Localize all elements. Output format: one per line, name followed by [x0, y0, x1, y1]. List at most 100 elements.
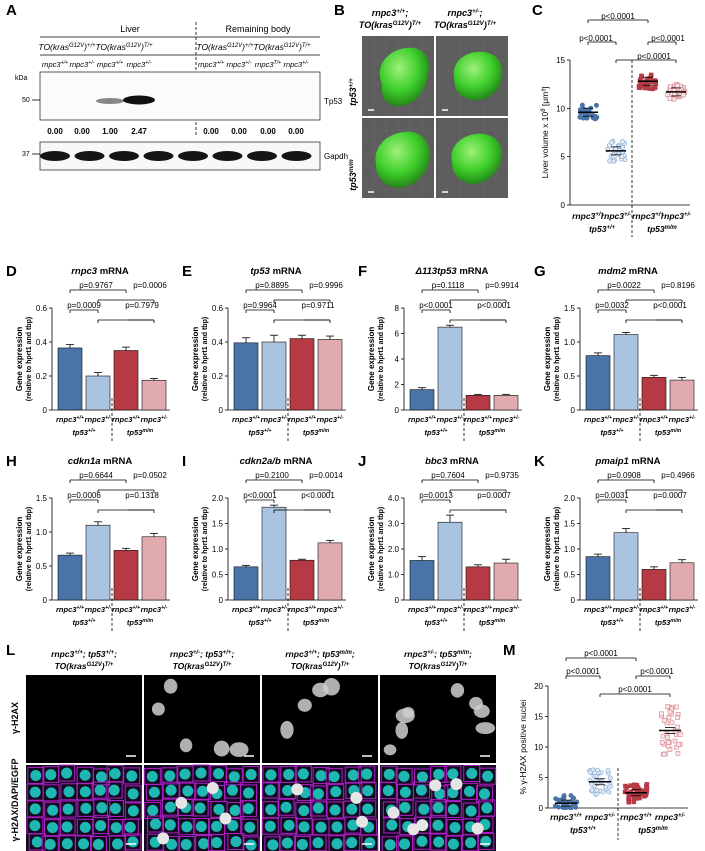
text-part: G12V [205, 662, 221, 668]
text-part: +/- [281, 415, 288, 421]
text-part: rnpc3 [640, 415, 661, 424]
data-point [648, 72, 654, 78]
nucleus [315, 821, 327, 833]
p-value: p<0.0001 [651, 34, 685, 43]
text-part: +/+ [87, 43, 96, 49]
p-value: p=0.9735 [485, 471, 519, 480]
text-part: +/- [245, 60, 252, 66]
data-point [647, 86, 653, 91]
nucleus [148, 786, 160, 798]
text-part: cdkn1a [68, 456, 101, 467]
y-tick-label: 1.5 [212, 520, 224, 529]
text-part: T/+ [274, 60, 282, 66]
quant-value: 0.00 [47, 127, 63, 136]
cell-membrane [478, 799, 496, 817]
liver-render [451, 133, 503, 184]
panel-letter-h: H [6, 453, 17, 470]
bar [317, 339, 343, 411]
nucleus [227, 819, 239, 831]
liver-render [453, 51, 503, 101]
p-value: p=0.9914 [485, 281, 519, 290]
bar [317, 542, 343, 601]
data-point [667, 709, 673, 715]
panel-letter-a: A [6, 2, 17, 19]
nucleus [80, 802, 92, 814]
data-point [675, 724, 680, 730]
x-category-label: rnpc3+/- [661, 211, 691, 221]
cell-membrane [59, 800, 77, 818]
cell-membrane [479, 767, 497, 785]
data-point [660, 733, 666, 739]
y-tick-label: 1.5 [36, 494, 48, 503]
data-point [674, 83, 680, 89]
text-part: rnpc3 [317, 415, 338, 424]
positive-nucleus [322, 678, 340, 696]
p-value: p<0.0001 [653, 301, 687, 310]
nucleus [328, 771, 340, 783]
data-point [677, 732, 683, 737]
nucleus [45, 787, 57, 799]
cell-membrane [42, 784, 60, 802]
x-category-label: rnpc3+/- [493, 605, 520, 614]
text-part: mRNA [270, 266, 302, 277]
p-value: p=0.4966 [661, 471, 695, 480]
text-part: rnpc3 [661, 211, 684, 221]
text-part: rnpc3 [255, 60, 275, 69]
text-part: +/- [689, 605, 696, 611]
chart-title: rnpc3 mRNA [71, 266, 129, 277]
y-axis-label: Gene expression [367, 517, 376, 582]
data-point [639, 791, 645, 797]
x-category-label: rnpc3+/+ [232, 605, 260, 614]
nucleus [465, 837, 477, 849]
text-part: G12V [227, 43, 243, 49]
nucleus [63, 786, 75, 798]
text-part: +/+ [223, 650, 232, 656]
text-part: mRNA [457, 266, 489, 277]
x-category-label: rnpc3+/- [613, 415, 640, 424]
text-part: ) [298, 42, 302, 52]
p-value: p=0.0022 [607, 281, 641, 290]
kda-label: kDa [15, 75, 28, 82]
nucleus [181, 821, 193, 833]
data-point [553, 803, 559, 809]
y-tick-label: 15 [556, 56, 565, 65]
text-part: Δ113tp53 [415, 266, 458, 277]
x-category-label: rnpc3+/- [85, 415, 112, 424]
bar [233, 566, 259, 601]
data-point [644, 786, 650, 792]
positive-nucleus [471, 822, 484, 835]
nucleus [229, 804, 241, 816]
nucleus [166, 838, 178, 850]
data-point [681, 92, 686, 98]
bar [141, 379, 167, 411]
nucleus [399, 838, 411, 850]
y-tick-label: 0 [219, 406, 224, 415]
if-col-label2: TO(krasG12V)T/+ [55, 661, 114, 671]
text-part: m/m [340, 650, 353, 656]
text-part: rnpc3 [261, 415, 282, 424]
text-part: T/+ [459, 662, 468, 668]
chart-title: bbc3 mRNA [425, 456, 479, 467]
cell-membrane [124, 785, 142, 803]
text-part: ) [337, 661, 341, 671]
cell-membrane [178, 818, 196, 836]
nucleus [213, 768, 225, 780]
nucleus [147, 804, 159, 816]
y-tick-label: 0.4 [212, 338, 224, 347]
text-part: rnpc3 [85, 415, 106, 424]
nucleus [447, 803, 459, 815]
y-tick-label: 2.0 [564, 494, 576, 503]
text-part: +/- [193, 650, 200, 656]
cell-membrane [91, 781, 109, 799]
text-part: +/- [513, 605, 520, 611]
cell-membrane [264, 836, 282, 851]
cell-membrane [44, 801, 62, 819]
cell-membrane [26, 800, 44, 818]
data-point [644, 782, 650, 787]
text-part: +/+ [606, 225, 615, 231]
y-tick-label: 5 [561, 153, 566, 162]
bar [669, 379, 695, 411]
text-part: rnpc3 [285, 649, 308, 659]
y-tick-label: 0 [43, 406, 48, 415]
y-tick-label: 0 [561, 201, 566, 210]
